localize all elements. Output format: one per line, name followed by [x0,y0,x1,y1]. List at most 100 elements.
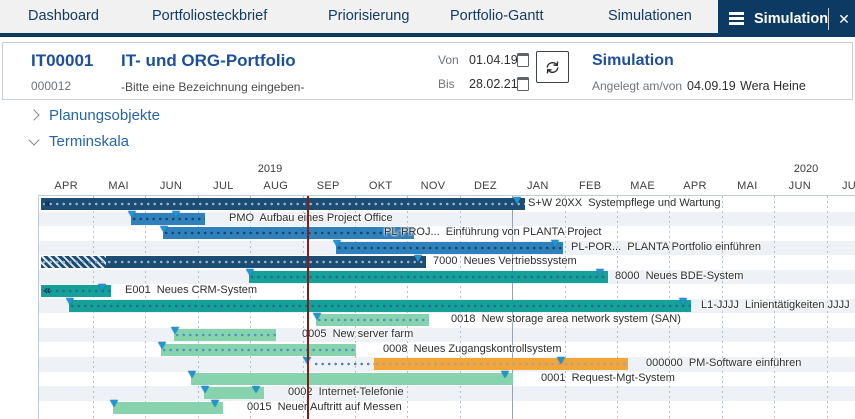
gantt-bar-e001[interactable]: « [41,282,111,298]
from-date-field[interactable]: 01.04.19 [469,53,518,67]
timeline-month: JUL [841,180,855,192]
gantt-bar-s+w 20xx[interactable]: « [41,196,525,210]
portfolio-name: IT- und ORG-Portfolio [121,51,296,70]
section-toggle-planungsobjekte[interactable]: Planungsobjekte [28,106,160,124]
timeline-month: MAE [630,180,655,192]
progress-dots [161,343,356,356]
simulation-id: 000012 [31,79,72,93]
date-marker-icon[interactable] [211,400,219,408]
gantt-bar-label: 0002 Internet-Telefonie [288,386,404,399]
progress-dots [69,299,691,312]
refresh-icon [546,61,559,73]
gantt-bar-pl-proj...[interactable] [163,227,414,240]
timeline-year: 2019 [257,163,283,175]
date-marker-icon[interactable] [313,312,321,320]
timeline-month: FEB [579,180,602,192]
date-marker-icon[interactable] [596,269,604,277]
date-marker-icon[interactable] [679,298,687,306]
progress-dots [41,285,111,298]
gantt-chart: « S+W 20XX Systempflege und Wartung PMO Au… [38,195,855,419]
timeline-month: OKT [368,180,393,192]
gantt-bar-label: PL-POR... PLANTA Portfolio einführen [571,240,761,253]
date-marker-icon[interactable] [201,385,209,393]
date-marker-icon[interactable] [172,211,180,219]
progress-dots [174,328,276,341]
progress-dots [249,270,608,283]
chevron-down-icon [28,133,40,146]
refresh-button[interactable] [536,51,569,83]
date-marker-icon[interactable] [98,283,106,291]
progress-dots [374,358,628,371]
gantt-bar-000000[interactable] [374,358,628,371]
row-stripe [39,327,855,343]
created-label: Angelegt am/von [592,79,683,93]
gantt-bar-7000[interactable] [41,256,426,269]
date-marker-icon[interactable] [128,211,136,219]
gantt-bar-pmo[interactable] [131,212,205,225]
calendar-icon[interactable] [517,53,529,67]
close-icon[interactable]: ✕ [828,7,855,30]
simulation-name-input[interactable]: -Bitte eine Bezeichnung eingeben- [121,80,305,94]
gantt-bar-label: 7000 Neues Vertriebssystem [433,255,577,268]
to-date-field[interactable]: 28.02.21 [469,77,518,91]
top-navbar: Simulation ✕ Dashboard Portfoliosteckbrie… [0,0,855,37]
section-toggle-terminskala[interactable]: Terminskala [28,132,130,150]
gantt-bar-0002[interactable] [204,387,264,400]
section-label: Planungsobjekte [49,106,160,124]
date-marker-icon[interactable] [513,196,521,204]
timeline-month: MAI [737,180,758,192]
date-marker-icon[interactable] [414,254,422,262]
continues-left-icon: « [44,282,51,297]
date-marker-icon[interactable] [171,327,179,335]
gantt-bar-0008[interactable] [161,343,356,356]
calendar-icon[interactable] [517,77,529,91]
gantt-bar-label: 000000 PM-Software einführen [646,357,802,370]
gantt-bar-8000[interactable] [249,270,608,283]
date-marker-icon[interactable] [333,240,341,248]
timeline-month: APR [683,180,707,192]
gantt-bar-pl-por...[interactable] [336,241,563,254]
date-marker-icon[interactable] [252,385,260,393]
progress-dots [41,198,525,210]
month-gridline [826,196,828,419]
gantt-bar-0018[interactable] [316,314,429,327]
month-gridline [721,196,723,419]
progress-dots [316,314,429,327]
date-marker-icon[interactable] [551,240,559,248]
tab-simulation-active[interactable]: Simulation ✕ [718,0,855,37]
progress-dots [313,358,374,371]
nav-tab-priorisierung[interactable]: Priorisierung [328,8,410,24]
panel-title: Simulation [592,52,674,69]
date-marker-icon[interactable] [160,225,168,233]
gantt-bar-l1-jjjj[interactable] [69,299,691,312]
portfolio-id: IT00001 [31,51,94,70]
created-by: Wera Heine [740,79,806,93]
date-marker-icon[interactable] [501,371,509,379]
timeline-month: APR [54,180,78,192]
timeline-year: 2020 [793,163,819,175]
gantt-bar-0001[interactable] [191,372,513,385]
section-label: Terminskala [49,132,130,150]
timeline-month: JUN [159,180,183,192]
nav-tab-simulationen[interactable]: Simulationen [608,8,692,24]
nav-tab-dashboard[interactable]: Dashboard [28,8,99,24]
date-marker-icon[interactable] [66,298,74,306]
date-marker-icon[interactable] [188,371,196,379]
date-marker-icon[interactable] [246,269,254,277]
gantt-bar-label: 0015 Neuer Auftritt auf Messen [247,400,402,413]
timeline-month: JUL [213,180,234,192]
date-marker-icon[interactable] [158,342,166,349]
date-marker-icon[interactable] [557,356,565,364]
gantt-bar-0015[interactable] [113,401,223,414]
nav-tab-portfoliosteckbrief[interactable]: Portfoliosteckbrief [152,8,268,24]
timeline-month: AUG [263,180,289,192]
timeline-month: JUN [788,180,811,192]
progress-dots [163,227,414,240]
date-marker-icon[interactable] [110,400,118,408]
hamburger-menu-icon[interactable] [729,11,744,27]
nav-tab-portfolio-gantt[interactable]: Portfolio-Gantt [450,8,544,24]
progress-dots [336,241,563,254]
timeline-month: JAN [526,180,549,192]
gantt-bar-label: L1-JJJJ Linientätigkeiten JJJJ [701,298,850,311]
gantt-bar-0005[interactable] [174,328,276,341]
